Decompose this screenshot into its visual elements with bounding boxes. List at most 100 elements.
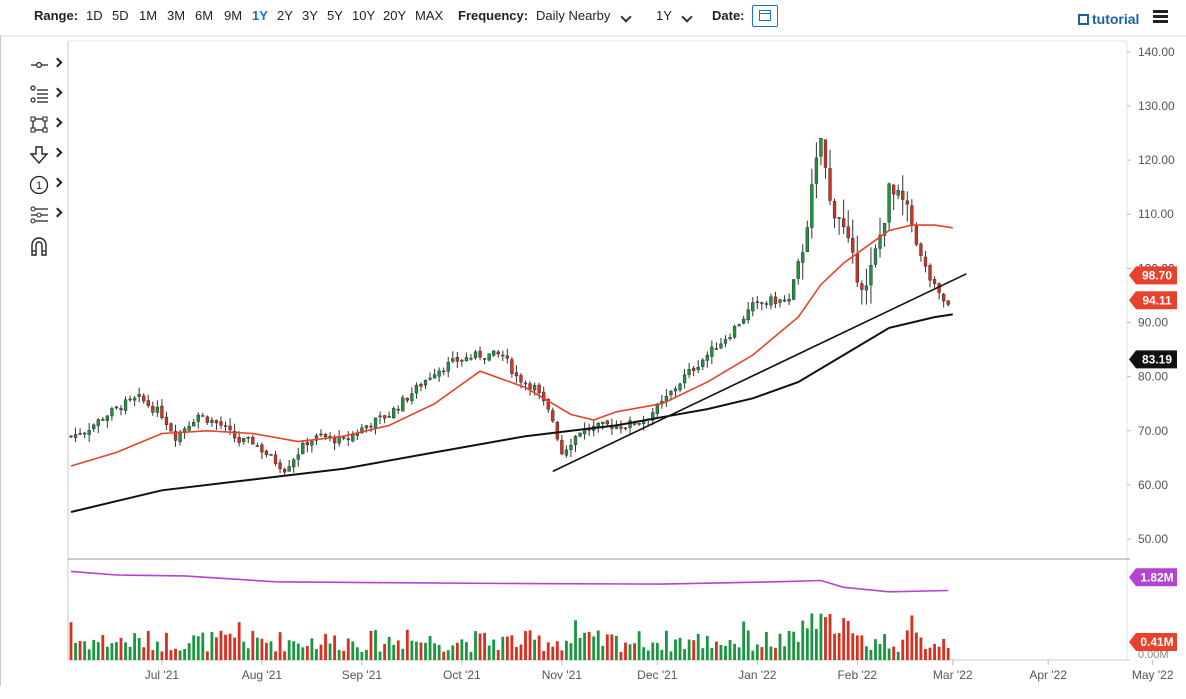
- candle-body: [464, 357, 469, 362]
- volume-bar: [724, 645, 727, 660]
- volume-bar: [469, 651, 473, 660]
- candle-body: [628, 420, 632, 429]
- range-button-9m[interactable]: 9M: [224, 8, 243, 23]
- volume-bar: [683, 649, 686, 660]
- candle-body: [314, 435, 319, 441]
- candle-body: [773, 296, 778, 305]
- range-button-5d[interactable]: 5D: [112, 8, 129, 23]
- fib-tool-icon: [30, 85, 48, 103]
- rect-tool-icon: [30, 116, 48, 133]
- tutorial-link[interactable]: tutorial: [1078, 11, 1139, 27]
- volume-bar: [155, 641, 159, 660]
- range-button-3y[interactable]: 3Y: [302, 8, 318, 23]
- volume-bar: [651, 642, 655, 660]
- volume-bar: [837, 632, 841, 660]
- candle-body: [192, 422, 196, 427]
- candle-body: [360, 427, 364, 434]
- volume-bar: [524, 631, 527, 660]
- candle-body: [469, 357, 473, 360]
- volume-bar: [578, 637, 582, 660]
- volume-bar: [455, 642, 459, 660]
- candle-body: [514, 372, 519, 377]
- range-button-6m[interactable]: 6M: [195, 8, 214, 23]
- hamburger-menu-icon[interactable]: [1153, 10, 1168, 23]
- arrow-tool[interactable]: [24, 142, 68, 168]
- volume-bar: [678, 637, 682, 660]
- candle-body: [510, 359, 514, 374]
- candle-body: [805, 227, 809, 252]
- candle-body: [151, 405, 155, 413]
- range-button-1y[interactable]: 1Y: [252, 8, 268, 23]
- period-select[interactable]: 1Y: [656, 8, 672, 23]
- frequency-select[interactable]: Daily Nearby: [536, 8, 611, 23]
- candle-body: [719, 343, 723, 349]
- range-button-max[interactable]: MAX: [415, 8, 444, 23]
- candle-body: [401, 397, 405, 412]
- last-value-tag: [1129, 266, 1177, 285]
- volume-bar: [810, 613, 814, 660]
- candle-body: [223, 425, 228, 427]
- x-tick-label: Jan '22: [738, 668, 777, 682]
- candle-body: [442, 370, 446, 373]
- volume-bar: [360, 651, 364, 660]
- candle-body: [810, 184, 814, 228]
- candle-body: [487, 353, 491, 361]
- date-picker-button[interactable]: [752, 5, 778, 27]
- candle-body: [523, 382, 528, 385]
- volume-bar: [555, 641, 559, 660]
- candle-body: [164, 416, 169, 426]
- count-tool[interactable]: 1: [24, 172, 68, 198]
- range-button-10y[interactable]: 10Y: [352, 8, 376, 23]
- volume-bar: [851, 633, 855, 660]
- trendline: [552, 273, 967, 473]
- range-button-5y[interactable]: 5Y: [327, 8, 343, 23]
- volume-bar: [442, 651, 446, 660]
- candle-body: [941, 293, 946, 302]
- chevron-down-icon[interactable]: [681, 11, 693, 23]
- candle-body: [160, 405, 164, 419]
- volume-bar: [565, 640, 568, 660]
- range-button-3m[interactable]: 3M: [167, 8, 186, 23]
- candle-body: [387, 416, 391, 418]
- candle-body: [705, 354, 709, 361]
- candle-body: [682, 374, 687, 384]
- magnet-tool[interactable]: [24, 232, 68, 258]
- candle-body: [364, 425, 369, 429]
- candle-body: [492, 350, 496, 356]
- volume-bar: [301, 647, 305, 660]
- x-tick-label: Oct '21: [443, 668, 481, 682]
- chevron-down-icon[interactable]: [620, 11, 632, 23]
- candle-body: [96, 419, 100, 426]
- volume-bar: [692, 640, 696, 660]
- candle-body: [542, 391, 546, 402]
- volume-bar: [933, 643, 936, 660]
- volume-bar: [628, 644, 632, 660]
- candle-body: [119, 408, 123, 411]
- range-button-1m[interactable]: 1M: [139, 8, 158, 23]
- range-button-1d[interactable]: 1D: [86, 8, 103, 23]
- volume-bar: [337, 650, 341, 660]
- range-button-2y[interactable]: 2Y: [277, 8, 293, 23]
- volume-bar: [287, 640, 291, 660]
- volume-bar: [687, 639, 691, 660]
- candle-body: [214, 420, 219, 424]
- volume-average-line: [70, 570, 949, 593]
- candle-body: [778, 299, 782, 303]
- candle-body: [814, 157, 819, 184]
- volume-bar: [119, 637, 123, 660]
- volume-bar: [501, 636, 505, 660]
- pitchfork-tool[interactable]: [24, 202, 68, 228]
- fib-tool[interactable]: [24, 82, 68, 108]
- volume-bar: [764, 632, 768, 660]
- volume-bar: [746, 630, 750, 660]
- candle-body: [882, 222, 887, 236]
- candle-body: [437, 370, 441, 377]
- price-tick-label: 50.00: [1138, 532, 1168, 546]
- rect-tool[interactable]: [24, 112, 68, 138]
- volume-bar: [833, 633, 836, 660]
- volume-bar: [124, 642, 127, 660]
- volume-bar: [110, 643, 114, 660]
- line-tool[interactable]: [24, 52, 68, 78]
- range-button-20y[interactable]: 20Y: [383, 8, 407, 23]
